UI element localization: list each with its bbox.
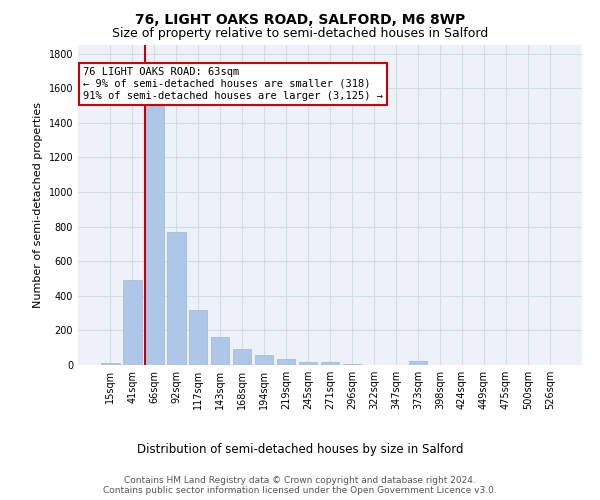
Bar <box>277 359 295 365</box>
Bar <box>299 362 317 365</box>
Bar <box>145 106 164 365</box>
Bar <box>123 280 142 365</box>
Bar <box>255 356 274 365</box>
Y-axis label: Number of semi-detached properties: Number of semi-detached properties <box>33 102 43 308</box>
Bar <box>167 232 185 365</box>
Bar <box>320 362 340 365</box>
Bar <box>233 348 251 365</box>
Text: Contains HM Land Registry data © Crown copyright and database right 2024.
Contai: Contains HM Land Registry data © Crown c… <box>103 476 497 495</box>
Text: 76 LIGHT OAKS ROAD: 63sqm
← 9% of semi-detached houses are smaller (318)
91% of : 76 LIGHT OAKS ROAD: 63sqm ← 9% of semi-d… <box>83 68 383 100</box>
Text: Distribution of semi-detached houses by size in Salford: Distribution of semi-detached houses by … <box>137 442 463 456</box>
Bar <box>409 360 427 365</box>
Bar <box>343 364 361 365</box>
Text: Size of property relative to semi-detached houses in Salford: Size of property relative to semi-detach… <box>112 28 488 40</box>
Bar <box>189 310 208 365</box>
Text: 76, LIGHT OAKS ROAD, SALFORD, M6 8WP: 76, LIGHT OAKS ROAD, SALFORD, M6 8WP <box>135 12 465 26</box>
Bar <box>211 338 229 365</box>
Bar <box>101 364 119 365</box>
